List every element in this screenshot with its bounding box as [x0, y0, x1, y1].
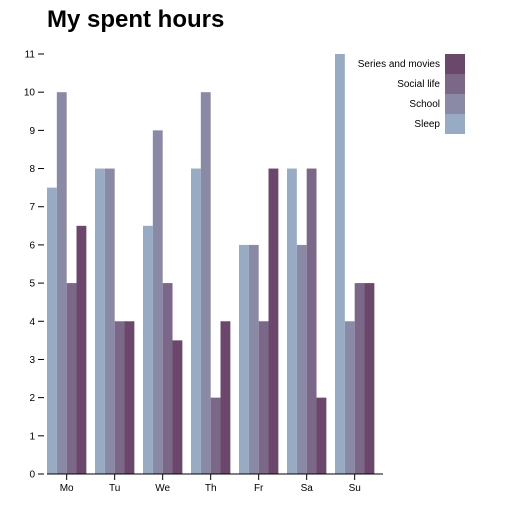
legend-swatch: [445, 94, 465, 114]
bar-mo-series-and-movies: [76, 225, 87, 474]
y-tick-label: 11: [25, 50, 36, 61]
bar-th-school: [200, 92, 211, 475]
bar-tu-school: [104, 168, 115, 475]
x-tick-label: Th: [205, 483, 217, 494]
bar-su-sleep: [335, 54, 345, 474]
bar-tu-sleep: [95, 168, 105, 475]
x-tick-label: Sa: [301, 483, 314, 494]
y-tick-label: 7: [29, 202, 35, 213]
legend-label: School: [409, 99, 440, 110]
y-tick-label: 8: [29, 164, 35, 175]
legend-label: Series and movies: [358, 59, 440, 70]
legend: Series and movies Social life School Sleep: [358, 54, 465, 134]
bar-fr-sleep: [239, 244, 249, 474]
y-tick-label: 9: [29, 126, 35, 137]
bar-we-social-life: [162, 283, 173, 474]
y-axis: 0 1 2 3 4 5 6 7 8 9 10 11: [24, 50, 44, 481]
bar-th-series-and-movies: [220, 321, 231, 474]
bar-th-social-life: [210, 397, 221, 474]
legend-label: Social life: [397, 79, 440, 90]
y-tick-label: 0: [29, 470, 35, 481]
legend-swatch: [445, 54, 465, 74]
y-tick-label: 6: [29, 240, 35, 251]
bar-fr-social-life: [258, 321, 269, 474]
y-tick-label: 5: [29, 279, 35, 290]
x-tick-label: Tu: [109, 483, 120, 494]
bar-we-sleep: [143, 225, 153, 474]
bar-sa-school: [296, 244, 307, 474]
bar-su-series-and-movies: [364, 283, 375, 474]
bar-mo-sleep: [47, 187, 57, 474]
x-tick-label: Mo: [60, 483, 74, 494]
y-tick-label: 4: [29, 317, 35, 328]
y-tick-label: 1: [29, 431, 35, 442]
chart-title: My spent hours: [47, 6, 225, 33]
x-axis: Mo Tu We Th Fr Sa Su: [47, 473, 383, 494]
legend-swatch: [445, 114, 465, 134]
bars-group: [47, 54, 375, 475]
x-tick-label: Su: [349, 483, 361, 494]
bar-fr-series-and-movies: [268, 168, 279, 475]
bar-we-school: [152, 130, 163, 475]
x-tick-label: We: [155, 483, 170, 494]
bar-fr-school: [248, 244, 259, 474]
bar-su-school: [344, 321, 355, 474]
bar-sa-series-and-movies: [316, 397, 327, 474]
bar-th-sleep: [191, 168, 201, 475]
bar-tu-series-and-movies: [124, 321, 135, 474]
y-tick-label: 2: [29, 393, 35, 404]
bar-sa-sleep: [287, 168, 297, 475]
bar-mo-school: [56, 92, 67, 475]
x-tick-label: Fr: [254, 483, 264, 494]
bar-su-social-life: [354, 283, 365, 474]
bar-tu-social-life: [114, 321, 125, 474]
y-tick-label: 10: [24, 88, 36, 99]
legend-label: Sleep: [414, 119, 440, 130]
bar-mo-social-life: [66, 283, 77, 474]
bar-sa-social-life: [306, 168, 317, 475]
y-tick-label: 3: [29, 355, 35, 366]
legend-swatch: [445, 74, 465, 94]
bar-we-series-and-movies: [172, 340, 183, 474]
